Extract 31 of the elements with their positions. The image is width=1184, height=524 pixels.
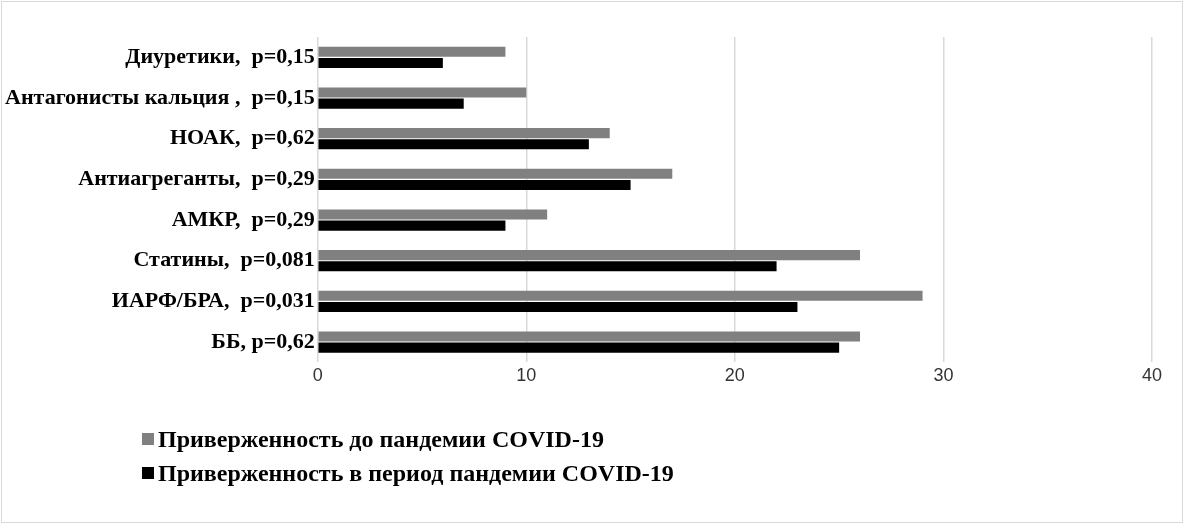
y-tick-label: ИАРФ/БРА, p=0,031 [111,287,315,313]
x-tick-label: 40 [1141,365,1163,386]
x-tick-label: 0 [312,365,323,386]
y-tick-label: Антиагреганты, p=0,29 [78,165,315,191]
x-tick-label: 10 [516,365,537,386]
bar [318,98,464,109]
y-tick-label: ББ, p=0,62 [211,327,315,353]
bar [318,209,548,220]
bar [318,139,589,150]
bar [318,290,923,301]
bar [318,342,840,353]
legend-label: Приверженность в период пандемии COVID-19 [158,459,674,487]
bar [318,57,443,68]
bar [318,250,860,261]
bar [318,179,631,190]
bar [318,220,506,231]
bar [318,261,777,272]
bar [318,46,506,57]
legend-label: Приверженность до пандемии COVID-19 [158,425,604,453]
bar [318,87,527,98]
bar [318,301,798,313]
y-tick-label: Диуретики, p=0,15 [125,43,315,69]
y-tick-label: АМКР, p=0,29 [171,205,315,231]
bar [318,168,673,179]
y-tick-label: Антагонисты кальция , p=0,15 [5,83,315,109]
y-tick-label: Статины, p=0,081 [133,246,315,272]
bar [318,331,860,342]
x-tick-label: 20 [724,365,745,386]
y-tick-label: НОАК, p=0,62 [169,124,315,150]
x-tick-label: 30 [933,365,954,386]
bar [318,128,610,139]
